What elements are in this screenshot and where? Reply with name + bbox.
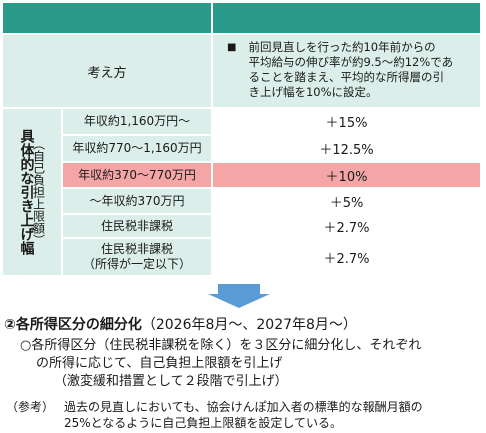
basis-line: き上げ幅を10%に設定。 xyxy=(248,85,378,99)
basis-line: 平均給与の伸び率が約9.5～約12%であ xyxy=(248,55,454,69)
rate-cell: ＋5% xyxy=(213,189,480,213)
square-bullet-icon: ■ xyxy=(227,42,237,53)
section-period: （2026年8月～、2027年8月～） xyxy=(141,317,357,333)
section-line: （激変緩和措置として２段階で引上げ） xyxy=(54,374,288,389)
section-title: ②各所得区分の細分化 xyxy=(4,317,142,333)
category-cell: 年収約770～1,160万円 xyxy=(63,136,211,161)
side-label-sub-wrap: （自己負担上限額） xyxy=(31,138,48,246)
category-cell-highlight: 年収約370～770万円 xyxy=(63,163,211,187)
basis-label: 考え方 xyxy=(87,65,127,81)
basis-line: ることを踏まえ、平均的な所得層の引 xyxy=(248,70,444,84)
category-label: 年収約370～770万円 xyxy=(78,167,196,182)
reference-line: 25%となるように自己負担上限額を設定している。 xyxy=(64,416,342,430)
side-label: 具体的な引き上げ幅 xyxy=(17,129,37,255)
section-line: の所得に応じて、自己負担上限額を引上げ xyxy=(36,356,283,371)
reference-note: （参考） 過去の見直しにおいても、協会けんぽ加入者の標準的な報酬月額の xyxy=(6,398,423,415)
basis-line: 前回見直しを行った約10年前からの xyxy=(248,40,436,54)
category-label: 年収約770～1,160万円 xyxy=(72,141,202,155)
burden-limit-table: 考え方 ■ 前回見直しを行った約10年前からの 平均給与の伸び率が約9.5～約1… xyxy=(3,3,480,275)
basis-text-cell: ■ 前回見直しを行った約10年前からの 平均給与の伸び率が約9.5～約12%であ… xyxy=(213,35,480,107)
category-cell: ～年収約370万円 xyxy=(63,189,211,213)
side-label-sub: （自己負担上限額） xyxy=(31,138,46,246)
rate-value: ＋5% xyxy=(329,195,364,211)
rate-value: ＋2.7% xyxy=(323,251,370,267)
reference-label: （参考） xyxy=(6,400,55,414)
category-label-note: （所得が一定以下） xyxy=(82,257,191,271)
category-cell: 住民税非課税 xyxy=(63,215,211,237)
rate-cell: ＋12.5% xyxy=(213,136,480,161)
side-label-cell: 具体的な引き上げ幅 （自己負担上限額） xyxy=(3,109,61,275)
rate-value: ＋10% xyxy=(325,169,368,185)
side-label-main: 具体的な引き上げ幅 xyxy=(18,129,35,255)
category-label: 住民税非課税 xyxy=(100,218,173,233)
rate-cell-highlight: ＋10% xyxy=(213,163,480,187)
rate-value: ＋12.5% xyxy=(319,143,374,158)
category-label: 住民税非課税 xyxy=(100,242,173,256)
basis-label-cell: 考え方 xyxy=(3,35,211,107)
table-header-right xyxy=(213,3,480,33)
down-arrow-icon xyxy=(208,284,270,308)
rate-value: ＋15% xyxy=(325,116,368,131)
rate-value: ＋2.7% xyxy=(323,220,370,236)
reference-line: 過去の見直しにおいても、協会けんぽ加入者の標準的な報酬月額の xyxy=(64,400,423,414)
category-label: ～年収約370万円 xyxy=(89,193,185,208)
basis-text: 前回見直しを行った約10年前からの 平均給与の伸び率が約9.5～約12%であ る… xyxy=(248,40,453,100)
rate-cell: ＋15% xyxy=(213,109,480,134)
category-label: 年収約1,160万円～ xyxy=(83,114,191,128)
category-cell: 年収約1,160万円～ xyxy=(63,109,211,134)
section-heading: ②各所得区分の細分化（2026年8月～、2027年8月～） xyxy=(4,314,357,334)
rate-cell: ＋2.7% xyxy=(213,215,480,237)
rate-cell: ＋2.7% xyxy=(213,239,480,275)
table-header-left xyxy=(3,3,211,33)
category-cell: 住民税非課税 （所得が一定以下） xyxy=(63,239,211,275)
section-line: ○各所得区分（住民税非課税を除く）を３区分に細分化し、それぞれ xyxy=(20,338,422,353)
